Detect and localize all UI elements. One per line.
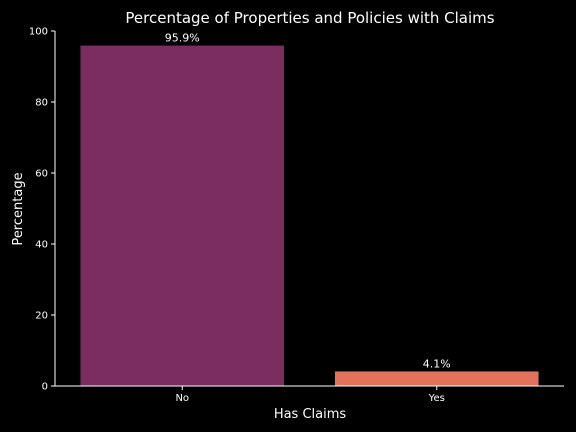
chart-title: Percentage of Properties and Policies wi… xyxy=(125,9,494,27)
y-tick-label-40: 40 xyxy=(35,240,48,251)
y-tick-label-60: 60 xyxy=(35,169,48,180)
y-tick-label-0: 0 xyxy=(42,382,48,393)
x-ticks-group: No Yes xyxy=(175,386,445,404)
y-ticks-group: 0 20 40 60 80 100 xyxy=(29,27,55,393)
bar-no xyxy=(80,45,285,387)
y-tick-label-20: 20 xyxy=(35,311,48,322)
data-label-no: 95.9% xyxy=(165,32,200,45)
y-axis-label: Percentage xyxy=(11,172,26,245)
data-labels-group: 95.9% 4.1% xyxy=(165,32,451,371)
y-tick-label-100: 100 xyxy=(29,27,48,38)
data-label-yes: 4.1% xyxy=(423,357,451,370)
y-tick-label-80: 80 xyxy=(35,98,48,109)
x-axis-label: Has Claims xyxy=(274,407,347,422)
x-tick-label-yes: Yes xyxy=(428,393,445,404)
bars-group xyxy=(80,45,539,387)
bar-yes xyxy=(334,371,539,386)
x-tick-label-no: No xyxy=(175,393,189,404)
